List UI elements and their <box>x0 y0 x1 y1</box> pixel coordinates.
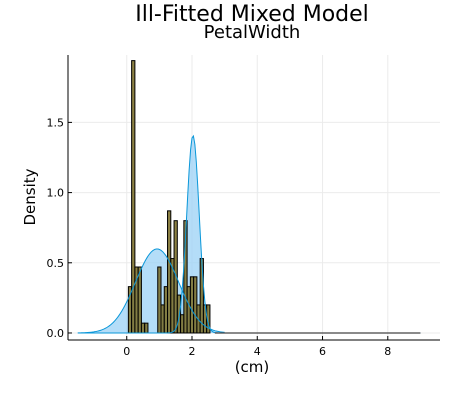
y-tick-label-3: 1.5 <box>47 116 65 129</box>
chart-title: Ill-Fitted Mixed Model <box>135 2 369 27</box>
tick-labels: 0 2 4 6 8 0.0 0.5 1.0 1.5 <box>47 116 392 358</box>
axes <box>67 55 440 341</box>
x-tick-label-2: 4 <box>254 345 261 358</box>
histogram-bar <box>176 294 182 334</box>
x-tick-label-0: 0 <box>123 345 130 358</box>
plot-area <box>77 60 421 334</box>
histogram-bar <box>206 304 211 334</box>
y-tick-label-0: 0.0 <box>47 327 65 340</box>
x-tick-label-3: 6 <box>319 345 326 358</box>
histogram-bar <box>183 220 188 334</box>
x-axis-label: (cm) <box>235 358 270 376</box>
y-tick-label-1: 0.5 <box>47 257 65 270</box>
histogram-bar <box>173 220 178 334</box>
y-axis-label: Density <box>21 168 39 225</box>
density-line-1 <box>77 248 225 334</box>
y-tick-label-2: 1.0 <box>47 187 65 200</box>
histogram-bar <box>144 322 149 334</box>
x-tick-label-1: 2 <box>189 345 196 358</box>
x-tick-label-4: 8 <box>384 345 391 358</box>
chart-subtitle: PetalWidth <box>204 22 301 43</box>
grid <box>68 55 440 340</box>
